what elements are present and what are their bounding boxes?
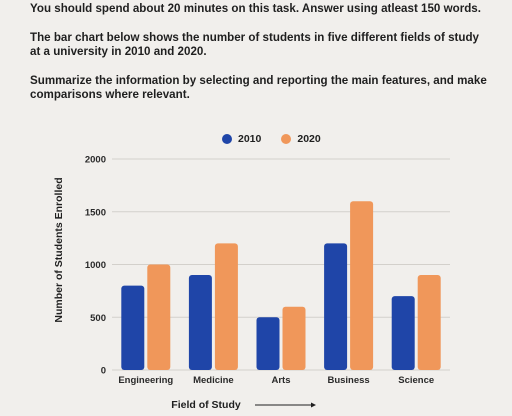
legend-label-2020: 2020 (297, 133, 321, 145)
legend-swatch-2010 (222, 134, 232, 144)
task-instructions: You should spend about 20 minutes on thi… (30, 2, 490, 102)
legend-item-2010: 2010 (222, 133, 261, 145)
bar-business-2020 (350, 201, 374, 370)
bar-medicine-2020 (214, 243, 238, 370)
legend-swatch-2020 (281, 134, 292, 144)
bar-engineering-2010 (121, 285, 145, 370)
y-tick-label-1000: 1000 (85, 260, 106, 271)
bar-engineering-2020 (147, 264, 171, 370)
legend-item-2020: 2020 (281, 133, 321, 145)
x-tick-label-science: Science (398, 375, 434, 386)
task-paragraph-time: You should spend about 20 minutes on thi… (30, 2, 481, 15)
y-tick-label-500: 500 (90, 313, 106, 324)
x-tick-label-business: Business (327, 375, 369, 386)
bar-science-2010 (391, 296, 415, 370)
x-axis-title-arrow-head (311, 402, 316, 408)
legend-label-2010: 2010 (238, 133, 262, 145)
chart-legend: 2010 2020 (222, 133, 341, 145)
bar-medicine-2010 (188, 275, 212, 370)
x-tick-label-arts: Arts (271, 375, 290, 386)
bar-arts-2020 (282, 306, 306, 370)
y-tick-label-2000: 2000 (85, 155, 106, 166)
task-paragraph-instruction: Summarize the information by selecting a… (30, 74, 487, 101)
bar-arts-2010 (256, 317, 280, 370)
x-axis-title: Field of Study (171, 399, 241, 411)
x-tick-label-engineering: Engineering (118, 375, 173, 386)
bar-science-2020 (417, 275, 441, 370)
y-axis-title: Number of Students Enrolled (53, 177, 65, 322)
task-paragraph-description: The bar chart below shows the number of … (30, 31, 479, 58)
y-tick-label-0: 0 (101, 366, 106, 377)
bar-business-2010 (324, 243, 348, 370)
y-tick-label-1500: 1500 (85, 207, 106, 218)
x-tick-label-medicine: Medicine (193, 375, 234, 386)
